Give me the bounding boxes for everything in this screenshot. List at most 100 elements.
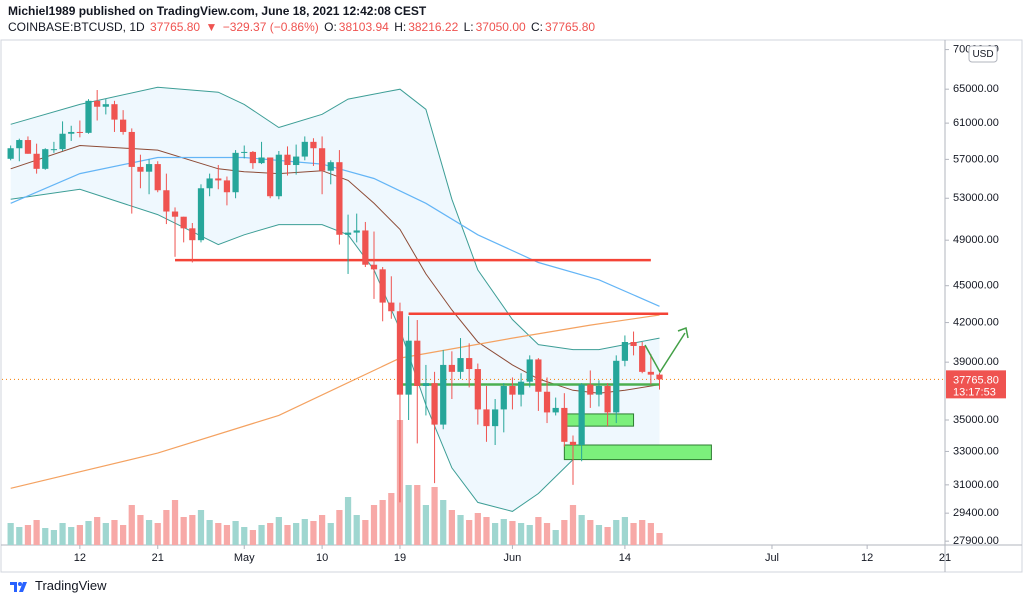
volume-bar xyxy=(492,523,499,545)
candle-body xyxy=(561,407,568,442)
candle-body xyxy=(59,133,66,150)
candle-body xyxy=(414,340,421,386)
zone-box xyxy=(563,444,712,461)
y-tick-label: 39000.00 xyxy=(953,356,999,368)
volume-bar xyxy=(223,525,231,545)
candle-body xyxy=(258,157,265,164)
y-tick-label: 35000.00 xyxy=(953,414,999,426)
candle-body xyxy=(422,383,430,386)
volume-bar xyxy=(163,510,170,545)
candle-body xyxy=(587,384,594,395)
price: 37765.80 xyxy=(150,20,201,34)
zone-box xyxy=(563,413,635,427)
candle-body xyxy=(457,358,464,372)
volume-bar xyxy=(137,515,144,545)
volume-bar xyxy=(587,520,594,545)
candle-body xyxy=(163,190,170,212)
candle-body xyxy=(145,164,153,172)
volume-bar xyxy=(630,523,637,545)
volume-bar xyxy=(284,525,291,545)
volume-bar xyxy=(578,515,585,545)
x-tick-label: 14 xyxy=(619,552,631,564)
y-tick-label: 61000.00 xyxy=(953,117,999,129)
volume-bar xyxy=(120,525,127,545)
candle-body xyxy=(327,162,334,171)
candle-body xyxy=(613,360,620,413)
high-label: H: xyxy=(394,20,407,34)
volume-bar xyxy=(241,527,248,545)
low: 37050.00 xyxy=(475,20,526,34)
candle-body xyxy=(656,374,663,380)
volume-bar xyxy=(552,530,559,545)
candle-body xyxy=(128,131,135,167)
candle-body xyxy=(120,119,127,132)
volume-bar xyxy=(613,520,620,545)
y-tick-label: 45000.00 xyxy=(953,280,999,292)
volume-bar xyxy=(500,519,507,545)
candle-body xyxy=(535,359,542,392)
volume-bar xyxy=(362,520,369,545)
candle-body xyxy=(137,166,144,172)
candle-body xyxy=(232,152,239,193)
y-tick-label: 31000.00 xyxy=(953,479,999,491)
volume-bar xyxy=(59,523,66,545)
candle-body xyxy=(336,162,343,235)
volume-bar xyxy=(526,525,533,545)
logo xyxy=(10,581,27,592)
publish-line: Michiel1989 published on TradingView.com… xyxy=(8,4,427,18)
volume-bar xyxy=(379,500,386,545)
frame xyxy=(0,39,1023,573)
candle-body xyxy=(353,230,360,233)
candle-body xyxy=(552,407,559,413)
currency: USD xyxy=(972,49,993,60)
candle-body xyxy=(180,216,187,229)
candle-body xyxy=(526,359,533,382)
volume-bar xyxy=(440,500,447,545)
low-label: L: xyxy=(463,20,474,34)
candle-body xyxy=(293,156,300,166)
candle-body xyxy=(500,385,507,410)
volume-bar xyxy=(405,485,412,545)
candle-body xyxy=(483,409,490,427)
candle-body xyxy=(24,140,32,154)
volume-bar xyxy=(656,533,663,545)
volume-bar xyxy=(595,525,603,545)
volume-bar xyxy=(431,487,438,545)
candle-body xyxy=(370,264,378,270)
volume-bar xyxy=(154,523,161,545)
volume-bar xyxy=(569,505,577,545)
candle-body xyxy=(509,385,516,395)
volume-bar xyxy=(76,525,83,545)
quote-line: COINBASE:BTCUSD, 1D 37765.80 ▼ −329.37 (… xyxy=(8,19,597,35)
candle-body xyxy=(621,341,629,361)
y-tick-label: 33000.00 xyxy=(953,445,999,457)
candle-body xyxy=(301,141,308,157)
candle-body xyxy=(396,311,404,395)
volume-bar xyxy=(388,493,395,545)
volume-bar xyxy=(94,517,101,545)
volume-bar xyxy=(370,505,378,545)
candle-body xyxy=(68,131,75,134)
volume-bar xyxy=(639,520,646,545)
candle-body xyxy=(630,341,637,346)
candle-body xyxy=(111,104,118,120)
volume-bar xyxy=(215,523,222,545)
high: 38216.22 xyxy=(408,20,459,34)
volume-bar xyxy=(535,517,542,545)
volume-bar xyxy=(267,523,274,545)
volume-bar xyxy=(258,525,265,545)
volume-bar xyxy=(310,521,317,545)
y-tick-label: 53000.00 xyxy=(953,192,999,204)
open-label: O: xyxy=(324,20,337,34)
close: 37765.80 xyxy=(545,20,596,34)
volume-bar xyxy=(85,521,92,545)
volume-bar xyxy=(517,523,525,545)
volume-bar xyxy=(180,517,187,545)
y-tick-label: 29400.00 xyxy=(953,507,999,519)
candle-body xyxy=(379,269,386,303)
candle-body xyxy=(569,441,577,446)
volume-bar xyxy=(353,515,360,545)
volume-bar xyxy=(24,525,32,545)
x-tick-label: Jun xyxy=(504,552,522,564)
candle-body xyxy=(466,358,473,370)
